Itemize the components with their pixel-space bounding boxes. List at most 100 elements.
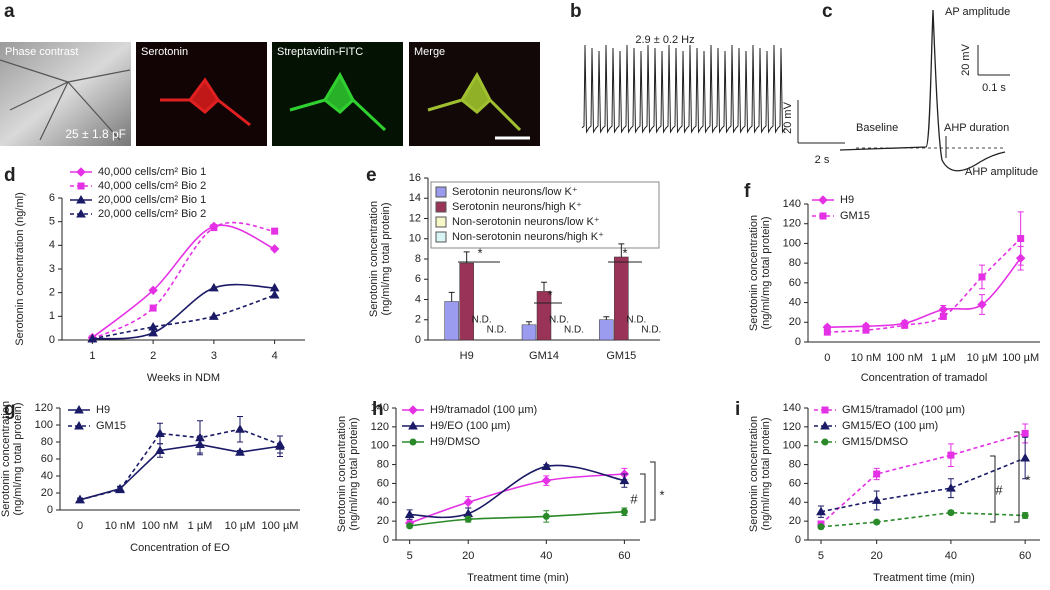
x-axis-label: Treatment time (min) [873,572,975,584]
legend-label: 20,000 cells/cm² Bio 2 [98,208,206,220]
x-axis-label: Weeks in NDM [147,372,220,384]
legend-label: GM15/EO (100 µm) [842,420,938,432]
marker [938,304,949,315]
marker [155,445,165,454]
panel-label: f [744,181,751,202]
y-tick-label: 0 [49,334,55,346]
y-axis-label: (ng/ml/mg total protein) [348,417,360,530]
marker [939,312,947,320]
marker [148,285,158,296]
marker [541,475,552,486]
legend-marker [74,420,84,430]
y-tick-label: 40 [789,296,801,308]
y-axis-label: (ng/ml/mg total protein) [380,202,392,315]
value-label: N.D. [641,324,661,335]
marker [275,439,285,449]
x-tick-label: 40 [945,550,957,562]
y-tick-label: 0 [47,504,53,516]
series-line [79,443,281,501]
annotation: * [477,245,482,260]
annotation: # [995,482,1003,497]
y-tick-label: 80 [789,458,801,470]
legend-marker [409,438,417,446]
phase-detail [0,59,131,141]
series-line [409,464,625,519]
legend-label: H9/EO (100 µm) [430,420,510,432]
x-tick-label: 20 [462,550,474,562]
legend-label: Serotonin neurons/low K⁺ [452,186,578,198]
x-tick-label: GM15 [606,350,636,362]
y-axis-label: (ng/ml/mg total protein) [760,417,772,530]
marker [210,224,218,232]
y-tick-label: 0 [415,334,421,346]
x-tick-label: 4 [272,350,278,362]
error-bar [603,316,610,320]
panel-label: b [570,1,582,22]
x-tick-label: 10 µM [967,352,998,364]
legend-label: Serotonin neurons/high K⁺ [452,201,582,213]
x-tick-label: 3 [211,350,217,362]
series-line [92,283,275,340]
legend-marker [77,182,85,190]
annotation-bracket [1014,431,1020,523]
marker [148,327,158,337]
legend-label: GM15/tramadol (100 µm) [842,404,965,416]
scale-x: 2 s [815,154,830,166]
legend-marker [76,194,86,204]
x-tick-label: 0 [824,352,830,364]
bar [521,324,537,341]
frequency: 2.9 ± 0.2 Hz [635,34,694,46]
legend-marker [408,405,418,415]
x-tick-label: 1 µM [188,520,213,532]
marker [406,522,414,530]
panel-a: Phase contrast Serotonin Streptavidin-FI… [0,42,540,146]
y-tick-label: 140 [783,402,801,414]
series-line [92,294,275,340]
legend-swatch [435,231,447,243]
series-line [92,221,275,340]
marker [947,451,955,459]
series-line [409,510,625,527]
legend-box [430,181,660,249]
y-axis-label: Serotonin concentration [748,416,760,532]
chart: 0 20 40 60 80 100 120 140 0 10 nM 100 nM 1 µM 10 µM 1… [748,194,1040,384]
marker [209,311,219,320]
x-tick-label: 10 µM [225,520,256,532]
x-tick-label: 100 nM [142,520,179,532]
legend-swatch [435,216,447,228]
marker [947,509,955,517]
error-bar [541,281,547,292]
image-title: Serotonin [141,46,188,58]
legend-marker [818,195,828,205]
scale-y: 20 mV [782,101,794,133]
panel-label: d [4,165,16,186]
series-line [409,473,625,524]
marker [149,304,157,312]
chart: 0 1 2 3 4 5 6 1 2 3 4 Weeks in NDM Serotonin concent… [14,166,305,384]
marker [235,447,245,456]
chart: 0 2 4 6 8 10 12 14 16 H9 GM14 GM15 Serotonin concent… [368,172,661,362]
ap-trace [839,9,1006,172]
marker [816,506,826,516]
x-tick-label: 10 nM [851,352,882,364]
legend-marker [74,404,84,414]
y-axis-label: Serotonin concentration (ng/ml) [14,192,26,345]
legend-label: H9 [840,194,854,206]
x-tick-label: 0 [77,520,83,532]
y-tick-label: 120 [783,218,801,230]
y-axis-label: (ng/ml/mg total protein) [760,216,772,329]
voltage-trace [581,44,786,134]
bar [444,301,459,341]
legend-swatch [435,201,447,213]
marker [873,470,881,478]
y-axis-label: Serotonin concentration [748,215,760,331]
y-tick-label: 0 [795,534,801,546]
marker [542,512,550,520]
x-tick-label: 2 [150,350,156,362]
fitc-cell [289,71,387,132]
value-label: N.D. [549,314,569,325]
value-label: N.D. [626,314,646,325]
annotation: # [630,491,638,506]
marker [901,321,909,329]
chart: 0 20 40 60 80 100 120 140 5 20 40 60 Treatment time … [748,402,1040,584]
